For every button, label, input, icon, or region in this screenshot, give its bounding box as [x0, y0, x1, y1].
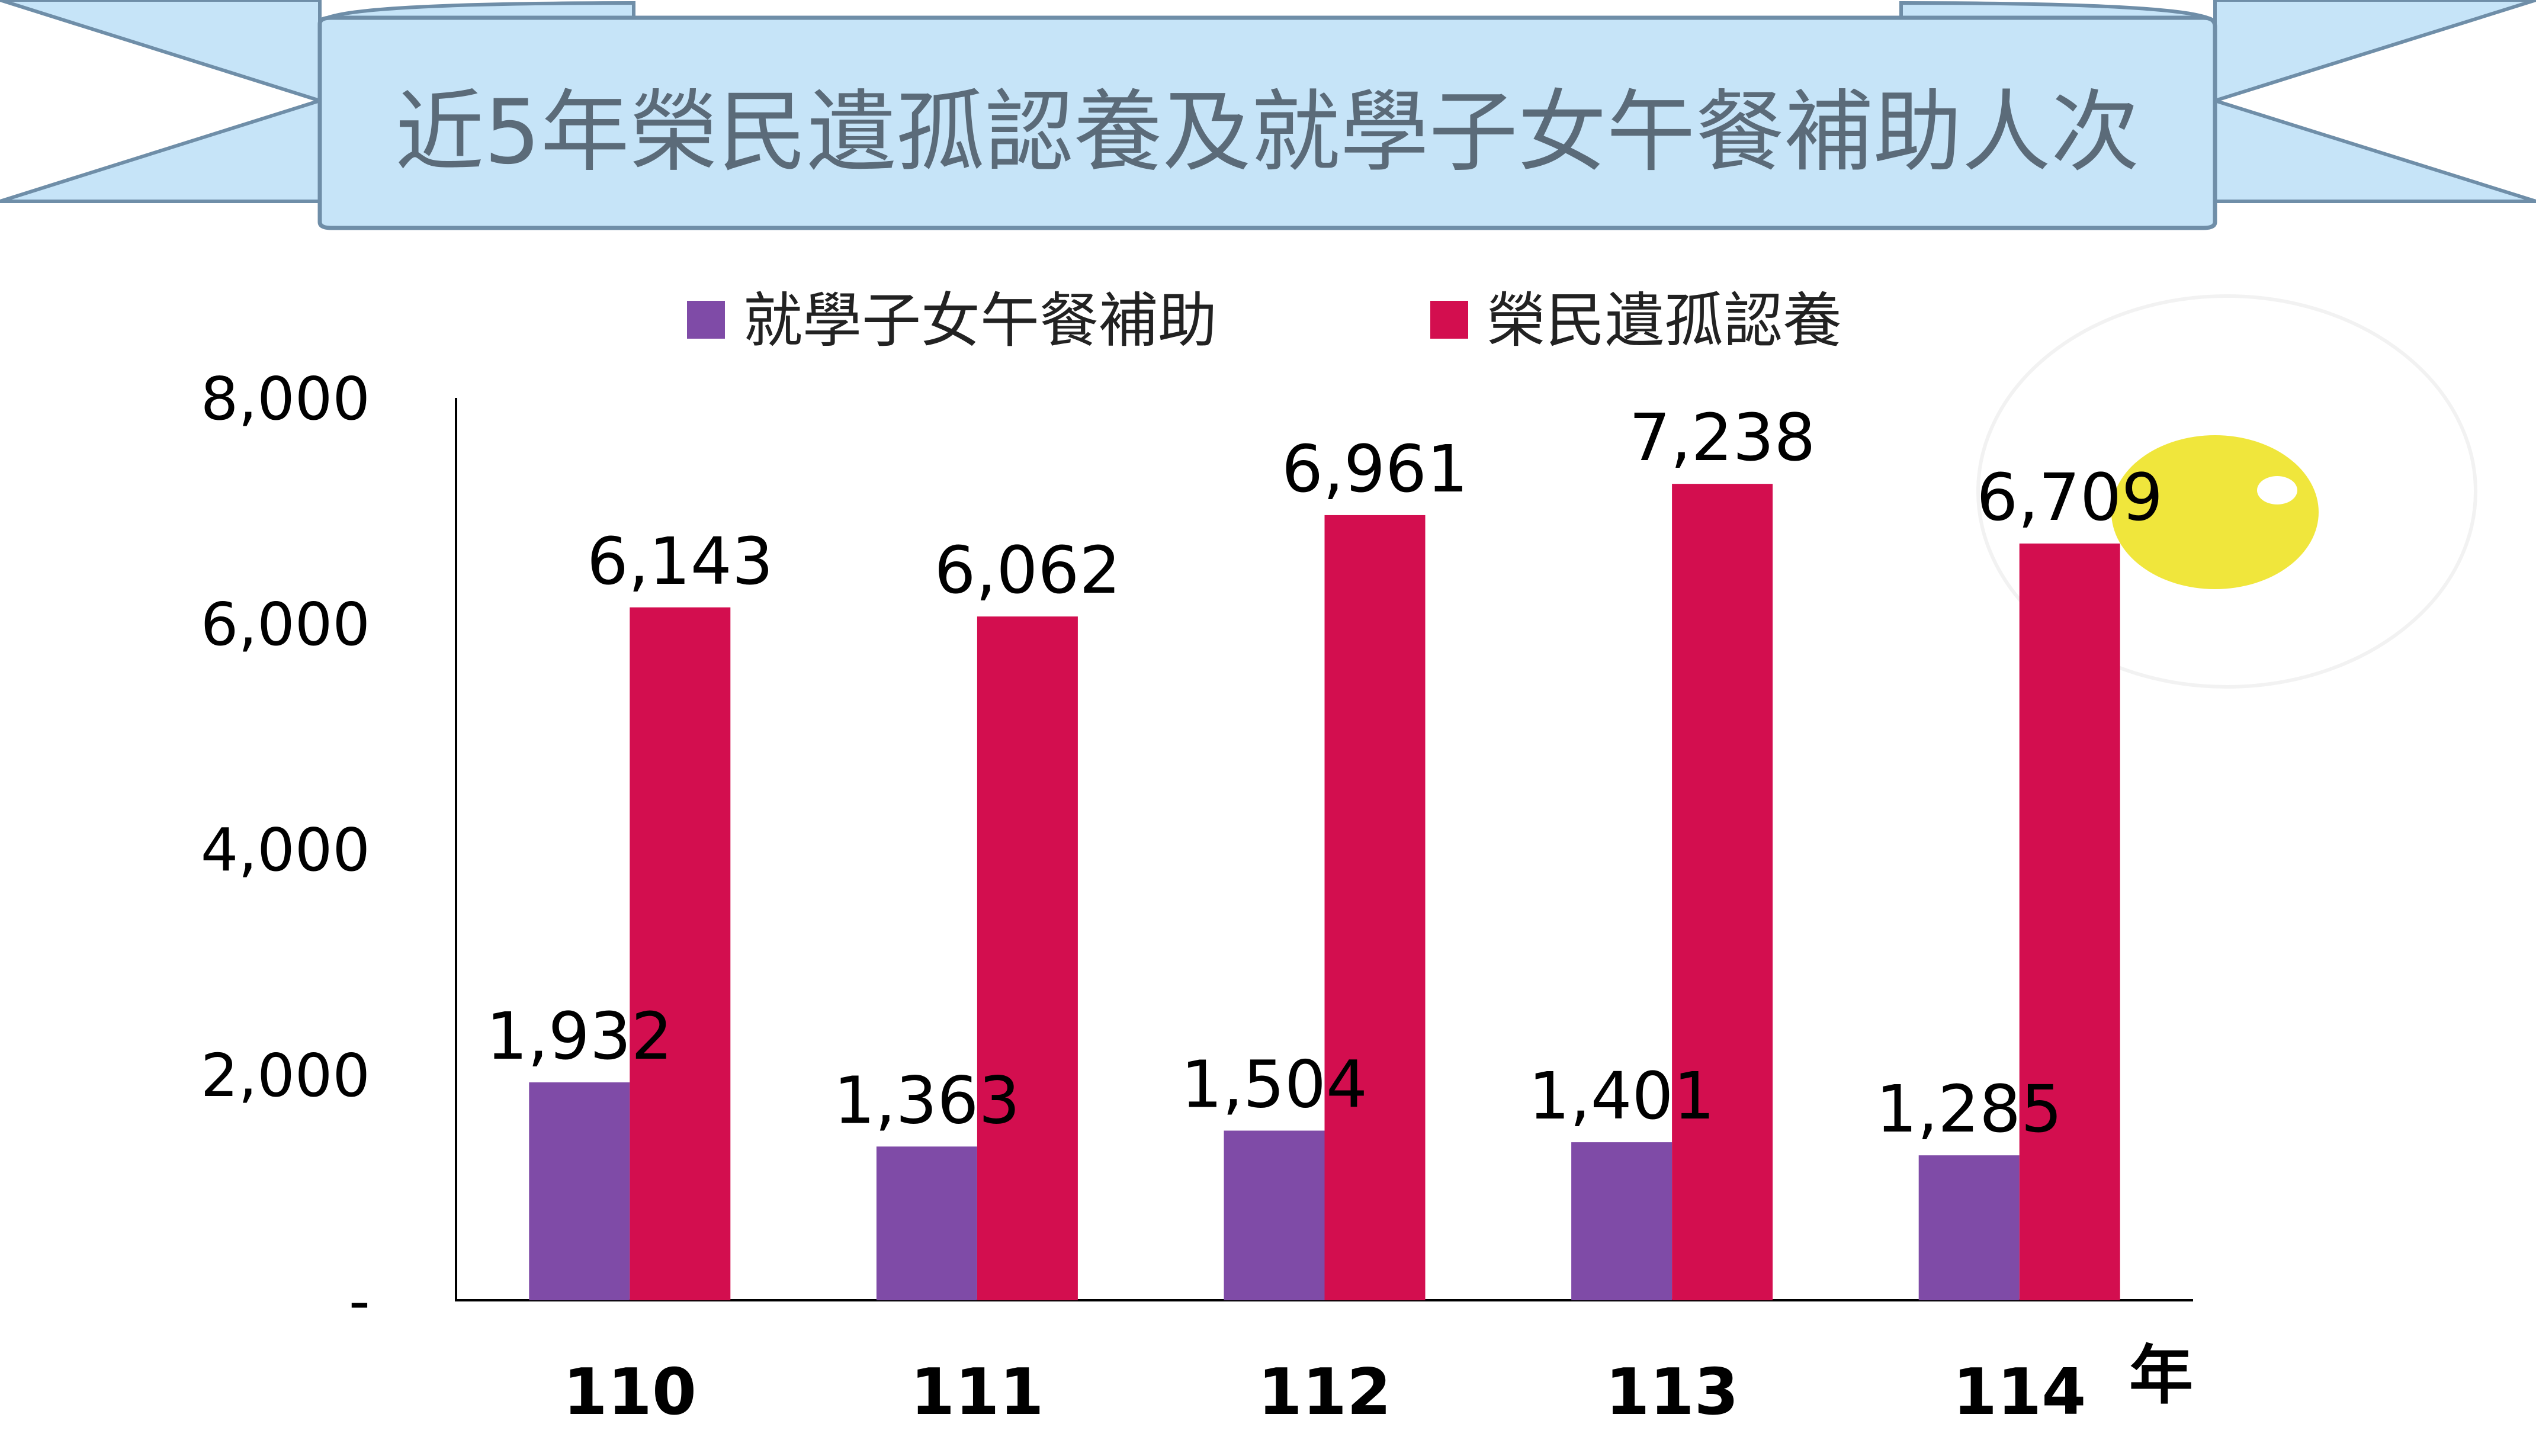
data-label-series-2-114: 6,709 [1976, 459, 2163, 535]
bar-series-2-112 [1324, 515, 1426, 1301]
bar-series-2-114 [2019, 543, 2120, 1300]
bar-series-1-112 [1224, 1130, 1325, 1300]
data-label-series-1-110: 1,932 [486, 998, 673, 1074]
x-tick-label: 114 [1953, 1355, 2086, 1429]
x-axis-unit: 年 [2129, 1339, 2193, 1413]
data-label-series-2-112: 6,961 [1282, 431, 1468, 507]
bar-series-2-110 [630, 607, 731, 1300]
bar-series-1-110 [529, 1082, 630, 1300]
bars [529, 484, 2120, 1301]
data-label-series-1-113: 1,401 [1529, 1058, 1715, 1134]
title-banner: 近5年榮民遺孤認養及就學子女午餐補助人次 [0, 0, 2536, 230]
data-label-series-1-111: 1,363 [833, 1062, 1020, 1138]
banner-right-tail [2208, 0, 2536, 203]
x-tick-label: 111 [910, 1355, 1044, 1429]
bar-series-1-111 [876, 1146, 977, 1300]
y-tick-label: 2,000 [201, 1041, 370, 1110]
sun-icon [2111, 435, 2319, 589]
legend-label-series-1: 就學子女午餐補助 [743, 286, 1217, 355]
data-label-series-1-114: 1,285 [1876, 1071, 2062, 1147]
bar-series-2-111 [977, 616, 1078, 1300]
y-tick-label: 8,000 [201, 364, 370, 433]
x-tick-label: 113 [1605, 1355, 1738, 1429]
bar-series-1-114 [1918, 1155, 2020, 1300]
legend-swatch-series-1 [687, 301, 725, 339]
banner-body [317, 15, 2217, 230]
bar-series-1-113 [1571, 1142, 1673, 1300]
legend: 就學子女午餐補助 榮民遺孤認養 [687, 286, 1842, 355]
x-tick-label: 110 [563, 1355, 696, 1429]
banner-left-tail [0, 0, 326, 203]
x-tick-labels: 110 111 112 113 114 [563, 1355, 2086, 1429]
legend-swatch-series-2 [1430, 301, 1468, 339]
chart-title: 近5年榮民遺孤認養及就學子女午餐補助人次 [395, 81, 2139, 184]
data-label-series-2-110: 6,143 [587, 523, 773, 599]
data-label-series-2-113: 7,238 [1629, 400, 1816, 475]
y-tick-label: 4,000 [201, 815, 370, 885]
sun-highlight [2257, 476, 2297, 504]
value-labels: 1,932 1,363 1,504 1,401 1,285 6,143 6,062 6,961… [486, 400, 2163, 1147]
y-tick-labels: - 2,000 4,000 6,000 8,000 [201, 364, 370, 1336]
y-tick-label: - [349, 1267, 370, 1336]
data-label-series-2-111: 6,062 [934, 532, 1121, 608]
bar-series-2-113 [1672, 484, 1773, 1300]
legend-label-series-2: 榮民遺孤認養 [1487, 286, 1842, 355]
x-tick-label: 112 [1258, 1355, 1391, 1429]
y-tick-label: 6,000 [201, 590, 370, 659]
data-label-series-1-112: 1,504 [1181, 1046, 1367, 1122]
